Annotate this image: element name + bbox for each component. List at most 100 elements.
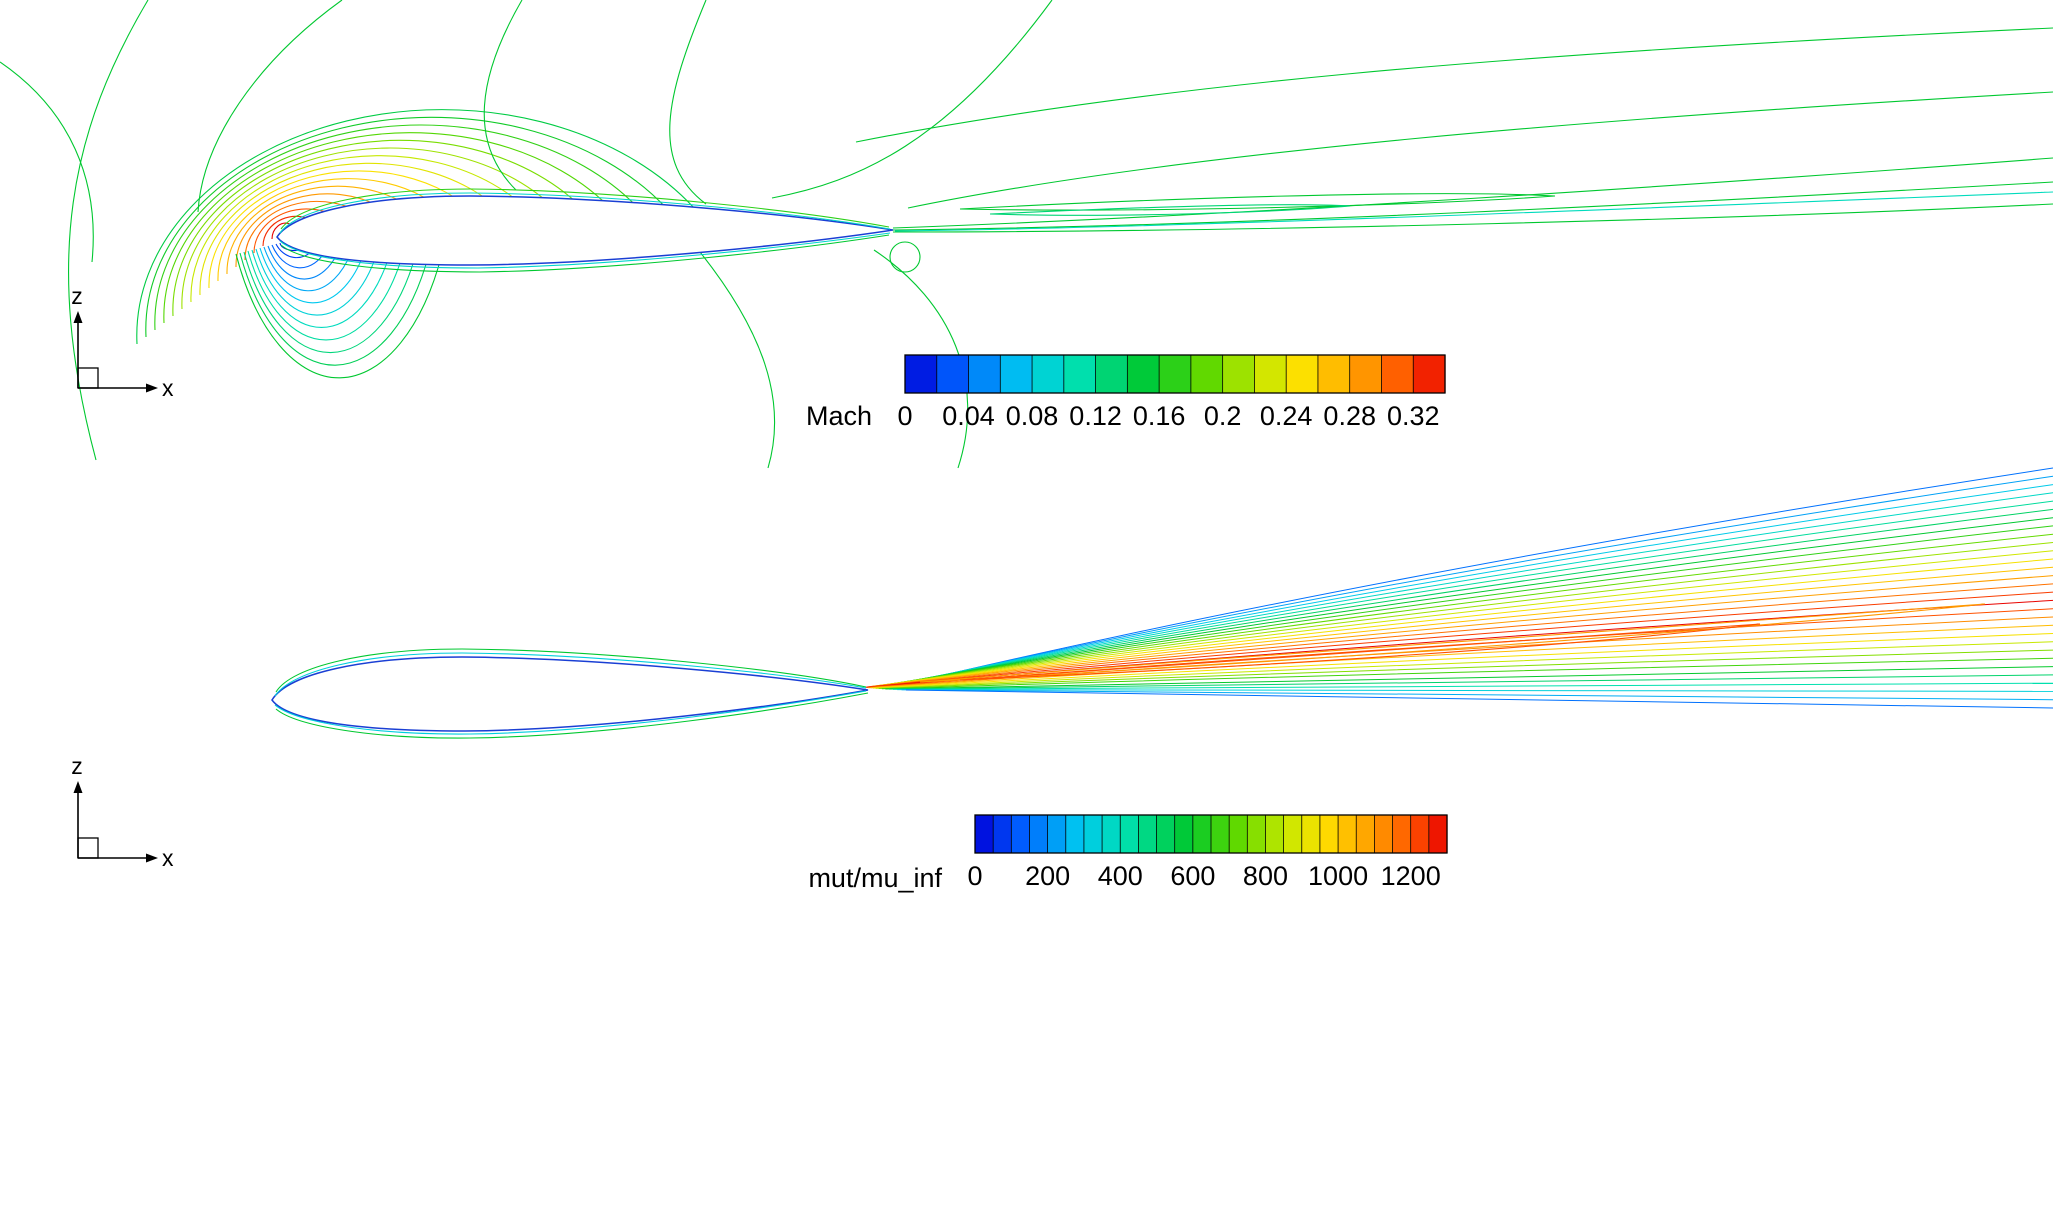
contour-line <box>875 550 2053 687</box>
colorbar-segment <box>1102 815 1121 853</box>
contour-line <box>891 500 2053 686</box>
airfoil-outline-top <box>276 195 894 266</box>
contour-line <box>771 0 1053 199</box>
contour-line <box>669 0 707 205</box>
airfoil-surface-contours-bottom <box>274 648 869 739</box>
colorbar-tick-label: 0.12 <box>1069 401 1122 431</box>
contour-line <box>905 467 2053 685</box>
contour-line <box>881 657 2053 690</box>
colorbar-segment <box>968 355 1001 393</box>
colorbar-segment <box>1029 815 1049 853</box>
contour-line <box>279 232 891 269</box>
colorbar-tick-label: 1000 <box>1308 861 1368 891</box>
contour-line <box>208 170 480 289</box>
colorbar-segment <box>1095 355 1128 393</box>
colorbar-tick-label: 600 <box>1170 861 1215 891</box>
contour-line <box>275 648 867 693</box>
viscosity-colorbar: 0 200 400 600 800 1000 1200 <box>967 814 1448 891</box>
contour-line <box>239 249 431 366</box>
colorbar-tick-label: 800 <box>1243 861 1288 891</box>
colorbar-segment <box>1283 815 1303 853</box>
contour-line <box>885 517 2053 686</box>
contour-line <box>699 251 776 469</box>
mach-contour-lines <box>0 0 2053 469</box>
contour-line <box>879 533 2053 687</box>
colorbar-segment <box>1374 815 1394 853</box>
colorbar-segment <box>1356 815 1375 853</box>
contour-line <box>483 0 523 191</box>
airfoil-outline-bottom <box>271 656 869 732</box>
contour-line <box>263 246 353 292</box>
colorbar-segment <box>1159 355 1192 393</box>
colorbar-segment <box>905 355 938 393</box>
axis-origin-square-bottom <box>77 837 99 859</box>
colorbar-tick-label: 0.28 <box>1323 401 1376 431</box>
contour-line <box>919 603 1986 683</box>
x-axis-label-bottom: x <box>162 845 174 871</box>
colorbar-segment <box>1065 815 1085 853</box>
contour-line <box>867 583 2053 688</box>
colorbar-segment <box>1338 815 1357 853</box>
contour-line <box>197 0 343 213</box>
colorbar-segment <box>1319 815 1339 853</box>
contour-line <box>199 162 507 296</box>
colorbar-tick-label: 0.08 <box>1006 401 1059 431</box>
colorbar-tick-label: 200 <box>1025 861 1070 891</box>
mach-colorbar: 0 0.04 0.08 0.12 0.16 0.2 0.24 0.28 0.32 <box>897 354 1446 431</box>
contour-line <box>255 248 379 316</box>
contour-line <box>870 624 2053 689</box>
colorbar-segment <box>1000 355 1033 393</box>
colorbar-segment <box>1428 815 1448 853</box>
colorbar-segment <box>1222 355 1256 393</box>
viscosity-contour-lines <box>865 467 2053 709</box>
contour-line <box>989 204 1351 216</box>
contour-line <box>280 188 890 230</box>
colorbar-segment <box>1286 355 1319 393</box>
colorbar-segment <box>936 355 970 393</box>
contour-line <box>882 525 2053 686</box>
colorbar-segment <box>1413 355 1446 393</box>
colorbar-segment <box>975 815 994 853</box>
colorbar-segment <box>1301 815 1321 853</box>
colorbar-segment <box>1011 815 1031 853</box>
contour-line <box>872 633 2053 689</box>
colorbar-segment <box>1392 815 1412 853</box>
contour-line <box>855 27 2053 143</box>
contour-line <box>274 652 867 697</box>
colorbar-segment <box>1247 815 1267 853</box>
mach-plot: z x 0 0.04 0.08 0.12 0.16 0.2 0.24 0.28 0.32 Mac… <box>0 0 2053 469</box>
colorbar-tick-label: 0.24 <box>1260 401 1313 431</box>
axis-indicator-top: z x <box>71 283 174 401</box>
contour-line <box>267 245 340 280</box>
colorbar-tick-label: 0.2 <box>1204 401 1242 431</box>
colorbar-tick-label: 1200 <box>1381 861 1441 891</box>
colorbar-segment <box>1265 815 1285 853</box>
colorbar-segment <box>1317 355 1351 393</box>
contour-line <box>274 690 867 735</box>
colorbar-segment <box>1156 815 1176 853</box>
contour-line <box>870 566 2053 687</box>
contour-line <box>0 61 94 263</box>
contour-line <box>875 641 2053 689</box>
contour-line <box>877 542 2053 687</box>
colorbar-segment <box>1083 815 1103 853</box>
colorbar-segment <box>1190 355 1224 393</box>
contour-line <box>259 247 366 304</box>
colorbar-tick-label: 0 <box>897 401 912 431</box>
colorbar-tick-label: 400 <box>1098 861 1143 891</box>
contour-line <box>889 241 921 273</box>
contour-line <box>866 591 2053 688</box>
contour-line <box>226 185 426 275</box>
z-axis-arrow-bottom <box>73 781 83 793</box>
contour-line <box>235 249 444 379</box>
z-axis-label-top: z <box>71 283 83 309</box>
colorbar-segment <box>1349 355 1383 393</box>
colorbar-segment <box>1192 815 1212 853</box>
colorbar-tick-label: 0.16 <box>1133 401 1186 431</box>
z-axis-arrow-top <box>73 311 83 323</box>
contour-line <box>888 508 2053 686</box>
colorbar-segment <box>1032 355 1065 393</box>
contour-line <box>251 249 392 329</box>
colorbar-segment <box>1138 815 1158 853</box>
